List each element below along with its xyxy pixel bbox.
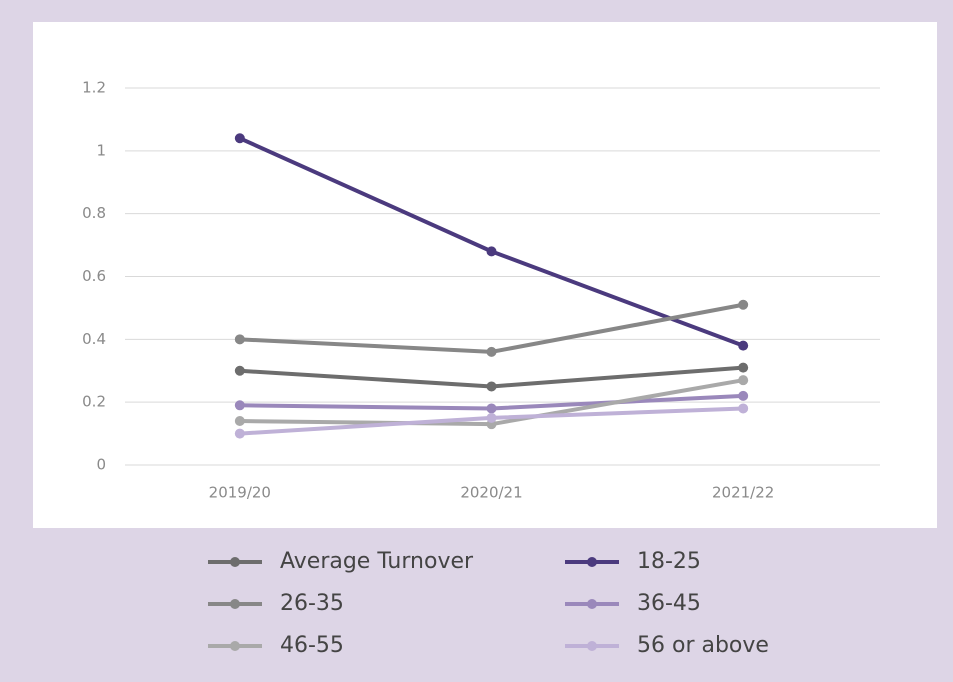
legend-swatch-dot — [587, 599, 597, 609]
legend-swatch-dot — [230, 599, 240, 609]
data-point — [738, 403, 749, 414]
data-point — [486, 381, 497, 392]
data-point — [234, 365, 245, 376]
data-point — [738, 340, 749, 351]
legend-label: 36-45 — [637, 591, 701, 616]
legend-label: 56 or above — [637, 633, 769, 658]
data-point — [234, 334, 245, 345]
y-tick-label: 0.8 — [82, 204, 106, 222]
data-point — [234, 428, 245, 439]
data-point — [738, 375, 749, 386]
data-point — [486, 346, 497, 357]
legend-label: 18-25 — [637, 549, 701, 574]
x-tick-label: 2020/21 — [460, 484, 522, 502]
legend-label: 46-55 — [280, 633, 344, 658]
x-tick-label: 2019/20 — [209, 484, 271, 502]
legend-swatch-dot — [230, 641, 240, 651]
data-point — [738, 390, 749, 401]
data-point — [486, 403, 497, 414]
data-point — [486, 412, 497, 423]
data-point — [234, 400, 245, 411]
data-point — [738, 362, 749, 373]
x-tick-label: 2021/22 — [712, 484, 774, 502]
y-tick-label: 0.4 — [82, 330, 106, 348]
y-tick-label: 0 — [96, 456, 106, 474]
y-tick-label: 1.2 — [82, 79, 106, 97]
legend-swatch-dot — [587, 641, 597, 651]
data-point — [738, 299, 749, 310]
data-point — [486, 246, 497, 257]
y-tick-label: 0.2 — [82, 393, 106, 411]
legend-swatch-dot — [587, 557, 597, 567]
y-tick-label: 1 — [96, 141, 106, 159]
legend-label: Average Turnover — [280, 549, 474, 574]
data-point — [234, 416, 245, 427]
legend-swatch-dot — [230, 557, 240, 567]
data-point — [234, 133, 245, 144]
plot-panel — [33, 22, 937, 528]
y-tick-label: 0.6 — [82, 267, 106, 285]
legend-label: 26-35 — [280, 591, 344, 616]
